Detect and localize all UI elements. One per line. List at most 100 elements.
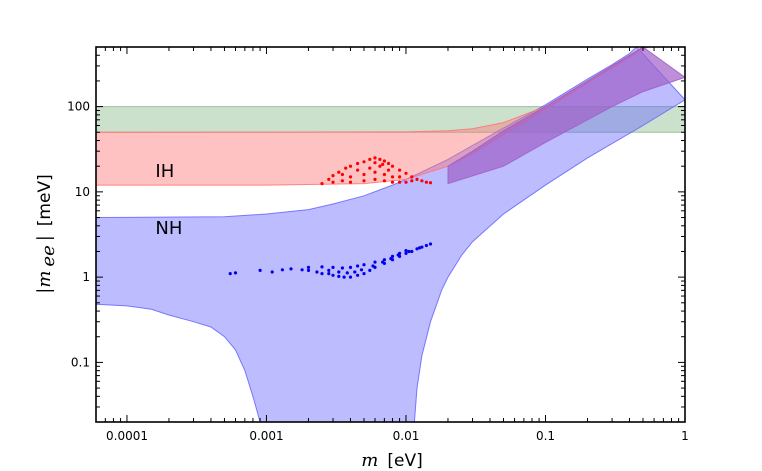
ih-points-point: [320, 182, 324, 186]
ticks-layer: [95, 46, 686, 423]
ih-points-point: [404, 171, 408, 175]
ih-points-point: [373, 156, 377, 160]
ih-points-point: [420, 179, 424, 183]
nh-points-point: [371, 264, 375, 268]
plot-frame: [95, 46, 686, 423]
ih-points-point: [362, 160, 366, 164]
nh-points-point: [345, 271, 349, 275]
nh-points-point: [331, 273, 335, 277]
nh-points-point: [233, 271, 238, 275]
nh-points-point: [340, 266, 344, 270]
nh-points-point: [353, 270, 357, 274]
x-tick-label: 0.1: [536, 429, 555, 443]
y-tick-label: 10: [75, 185, 90, 199]
nh-points-point: [362, 272, 366, 276]
ih-points-point: [410, 179, 414, 183]
ih-points-point: [356, 168, 360, 172]
nh-points-point: [320, 272, 324, 276]
ih-points-point: [378, 157, 382, 161]
nh-points-point: [348, 265, 353, 269]
nh-points-point: [327, 268, 331, 272]
nh-points-point: [289, 267, 293, 271]
y-axis-symbol: |m: [34, 271, 55, 294]
ih-points-point: [356, 161, 360, 166]
nh-points-point: [320, 265, 324, 269]
nh-points-point: [337, 270, 341, 274]
ih-points-point: [386, 161, 391, 166]
annotation-nh: NH: [155, 218, 182, 239]
x-tick-label: 0.001: [249, 429, 283, 443]
ih-points-point: [362, 172, 366, 177]
ih-points-point: [398, 168, 402, 172]
nh-points-point: [300, 268, 304, 272]
nh-points-point: [407, 249, 411, 254]
ih-points-point: [424, 180, 428, 184]
y-axis-label: |m ee | [meV]: [34, 174, 59, 293]
ih-points-point: [398, 175, 402, 179]
x-axis-unit: [eV]: [387, 451, 422, 471]
nh-points-point: [389, 257, 393, 261]
y-axis-unit: [meV]: [35, 174, 55, 226]
nh-points-point: [404, 249, 408, 253]
ih-points-point: [340, 172, 344, 177]
ih-points-point: [382, 159, 386, 163]
ih-points-point: [344, 166, 348, 170]
nh-points-point: [337, 274, 341, 278]
ih-points-point: [348, 164, 353, 168]
y-tick-label: 100: [67, 100, 90, 114]
ih-points-point: [381, 162, 385, 166]
nh-points-point: [417, 246, 422, 250]
ih-points-point: [337, 170, 341, 174]
nh-points-point: [428, 242, 433, 246]
bands-layer: [96, 47, 685, 422]
nh-points-point: [359, 268, 364, 272]
nh-points: [228, 242, 433, 279]
nh-points-point: [396, 253, 400, 257]
purple-band: [447, 47, 685, 185]
labels-layer: 0.0001 0.001 0.01 0.1 1 0.1 1 10 100: [67, 100, 689, 443]
y-axis-subscript: ee: [38, 245, 59, 266]
ih-points-point: [390, 164, 395, 168]
ih-points-point: [382, 179, 386, 183]
ih-points-point: [382, 172, 386, 177]
ih-points-point: [428, 181, 433, 185]
y-tick-label: 1: [82, 270, 90, 284]
ih-points-point: [373, 177, 377, 181]
ih-points-point: [378, 164, 382, 168]
ih-points-point: [386, 168, 391, 172]
nh-points-point: [356, 273, 360, 277]
ih-points-point: [398, 180, 402, 184]
x-tick-label: 0.01: [393, 429, 420, 443]
nh-points-point: [381, 260, 385, 264]
x-tick-label: 1: [681, 429, 689, 443]
nh-points-point: [270, 270, 274, 274]
nh-points-point: [331, 265, 335, 269]
x-axis-label: m [eV]: [361, 450, 422, 471]
ih-points-point: [373, 161, 377, 165]
x-axis-symbol: m: [361, 450, 378, 471]
nh-points-point: [382, 258, 386, 262]
nh-points-point: [415, 247, 419, 251]
nh-points-point: [306, 268, 311, 272]
nh-points-point: [410, 249, 414, 254]
ih-points-point: [390, 175, 395, 179]
nh-points-point: [424, 243, 428, 248]
ih-points-point: [348, 180, 353, 184]
nh-points-point: [348, 275, 353, 279]
nh-points-point: [368, 268, 372, 272]
ih-points-point: [373, 170, 377, 174]
ih-points-point: [368, 166, 372, 170]
ih-points-point: [331, 174, 335, 178]
nh-points-point: [356, 264, 360, 268]
y-tick-label: 0.1: [71, 355, 90, 369]
ih-points-point: [331, 180, 335, 184]
annotation-ih: IH: [155, 161, 174, 182]
ih-points-point: [327, 177, 331, 181]
ih-points-point: [410, 175, 414, 179]
ih-points: [320, 156, 433, 186]
nh-points-point: [342, 275, 346, 279]
nh-points-point: [258, 268, 262, 272]
nh-points-point: [404, 251, 408, 255]
ih-points-point: [415, 177, 419, 181]
